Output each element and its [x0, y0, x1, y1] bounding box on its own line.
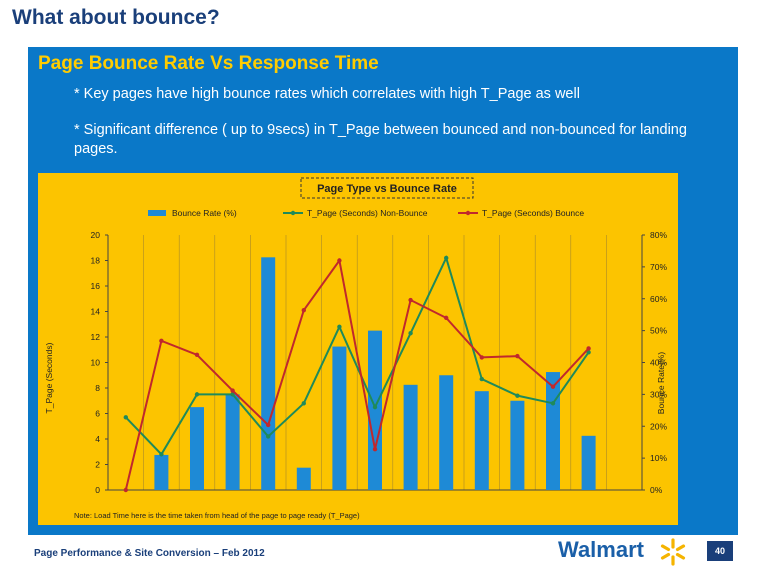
y-tick-label: 8 [95, 383, 100, 393]
bar [368, 330, 382, 490]
legend-label: T_Page (Seconds) Non-Bounce [307, 208, 428, 218]
legend-label: T_Page (Seconds) Bounce [482, 208, 584, 218]
bounce-rate-chart: Page Type vs Bounce Rate Bounce Rate (%)… [44, 177, 667, 520]
line-point [266, 422, 271, 428]
line-point [337, 324, 342, 329]
bar [546, 372, 560, 490]
line-point [550, 401, 556, 406]
bar [403, 384, 418, 490]
y-tick-label: 6 [95, 409, 100, 419]
line-point [444, 255, 449, 261]
y2-tick-label: 60% [650, 294, 667, 304]
line-point [586, 346, 591, 351]
line-point [301, 401, 306, 406]
y2-tick-label: 20% [650, 421, 667, 431]
line-point [159, 338, 164, 344]
line-point [266, 434, 271, 439]
bar [474, 391, 489, 490]
line-point [515, 353, 520, 359]
line-point [194, 352, 200, 358]
chart-title: Page Type vs Bounce Rate [317, 183, 457, 195]
line-point [408, 297, 413, 303]
y2-tick-label: 50% [650, 326, 667, 336]
line-point [123, 415, 128, 420]
line-point [372, 404, 378, 410]
bar [261, 257, 276, 490]
bar [332, 346, 347, 490]
bounce-line [124, 258, 590, 491]
y-tick-label: 0 [95, 485, 100, 495]
walmart-logo: Walmart [558, 537, 644, 562]
line-point [301, 308, 306, 313]
line-point [159, 452, 164, 457]
line-point [372, 447, 378, 452]
y2-tick-label: 80% [650, 230, 667, 240]
y2-tick-label: 70% [650, 262, 667, 272]
chart-title-box [300, 177, 474, 199]
y-tick-label: 14 [91, 307, 101, 317]
non-bounce-line [125, 255, 590, 456]
bar [154, 454, 169, 490]
bar [296, 467, 311, 490]
y-tick-label: 12 [91, 332, 101, 342]
line-point [515, 393, 520, 398]
y-tick-label: 10 [91, 358, 101, 368]
y2-tick-label: 10% [650, 453, 667, 463]
y-tick-label: 2 [95, 460, 100, 470]
y2-tick-label: 40% [650, 358, 667, 368]
bar-series [154, 257, 596, 490]
line-point [479, 376, 484, 382]
line-point [337, 258, 342, 263]
line-point [586, 350, 591, 355]
y-tick-label: 4 [95, 434, 100, 444]
bullet-point-1: * Key pages have high bounce rates which… [74, 86, 580, 102]
y-tick-label: 20 [91, 230, 101, 240]
legend-marker [465, 210, 471, 216]
line-point [444, 315, 449, 321]
bar [581, 435, 596, 490]
y-tick-label: 18 [91, 256, 101, 266]
y2-axis-label: Bounce Rate(%) [656, 352, 666, 415]
bar [190, 407, 204, 490]
footer-text: Page Performance & Site Conversion – Feb… [34, 548, 265, 559]
line-series [123, 255, 591, 493]
legend-label: Bounce Rate (%) [172, 208, 237, 218]
y2-tick-label: 0% [650, 485, 663, 495]
line-point [550, 384, 556, 389]
legend-swatch-bar [148, 210, 166, 216]
y2-tick-label: 30% [650, 389, 667, 399]
y-axis-label: T_Page (Seconds) [44, 342, 54, 413]
line-point [408, 330, 413, 336]
bullet-point-2: * Significant difference ( up to 9secs) … [74, 122, 687, 157]
walmart-spark-icon [660, 538, 686, 566]
y-tick-label: 16 [91, 281, 101, 291]
bar [510, 400, 525, 490]
line-point [123, 487, 128, 493]
chart-legend: Bounce Rate (%) T_Page (Seconds) Non-Boun… [148, 208, 584, 218]
slide-title: What about bounce? [12, 6, 220, 29]
bar [225, 394, 240, 490]
line-point [230, 392, 235, 397]
panel-heading: Page Bounce Rate Vs Response Time [38, 53, 379, 74]
page-number: 40 [707, 541, 733, 561]
line-point [479, 355, 484, 360]
bar [439, 375, 454, 490]
line-point [194, 392, 200, 397]
line-point [230, 388, 235, 393]
legend-marker [290, 210, 296, 216]
chart-area: Page Type vs Bounce Rate Bounce Rate (%)… [38, 173, 678, 525]
chart-note: Note: Load Time here is the time taken f… [74, 511, 360, 520]
